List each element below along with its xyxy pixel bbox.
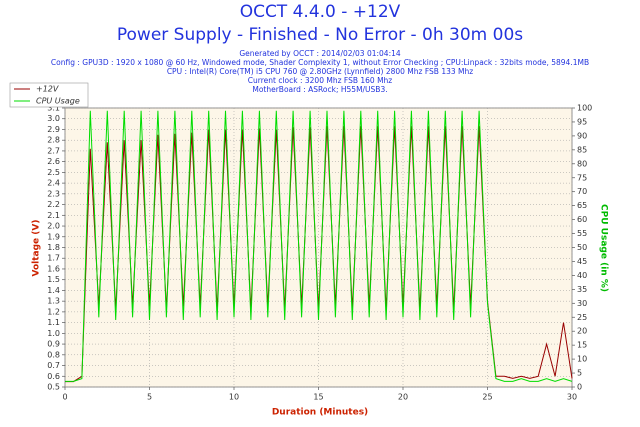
info-line: Current clock : 3200 Mhz FSB 160 Mhz xyxy=(248,76,393,85)
x-tick-label: 30 xyxy=(567,393,577,402)
info-line: Config : GPU3D : 1920 x 1080 @ 60 Hz, Wi… xyxy=(51,58,589,67)
legend-label: CPU Usage xyxy=(36,97,80,106)
y2-tick-label: 10 xyxy=(577,355,587,364)
y-tick-label: 1.0 xyxy=(47,329,60,338)
y2-tick-label: 40 xyxy=(577,271,587,280)
x-axis-label: Duration (Minutes) xyxy=(272,408,368,418)
info-line: MotherBoard : ASRock; H55M/USB3. xyxy=(252,85,387,94)
y-tick-label: 2.2 xyxy=(47,200,60,209)
x-tick-label: 15 xyxy=(313,393,323,402)
y2-tick-label: 55 xyxy=(577,229,587,238)
legend-label: +12V xyxy=(36,85,59,94)
y2-tick-label: 85 xyxy=(577,145,587,154)
y-tick-label: 0.5 xyxy=(47,383,60,392)
y-tick-label: 2.1 xyxy=(47,211,60,220)
y-tick-label: 0.9 xyxy=(47,340,60,349)
y-tick-label: 1.9 xyxy=(47,232,60,241)
y-tick-label: 0.6 xyxy=(47,372,60,381)
y2-tick-label: 0 xyxy=(577,383,582,392)
chart-subtitle: Power Supply - Finished - No Error - 0h … xyxy=(117,25,523,45)
y2-tick-label: 25 xyxy=(577,313,587,322)
series-line xyxy=(65,110,573,382)
y2-tick-label: 65 xyxy=(577,201,587,210)
info-line: CPU : Intel(R) Core(TM) i5 CPU 760 @ 2.8… xyxy=(167,67,473,76)
x-tick-label: 0 xyxy=(62,393,67,402)
chart-title: OCCT 4.4.0 - +12V xyxy=(240,2,401,22)
info-line: Generated by OCCT : 2014/02/03 01:04:14 xyxy=(239,49,401,58)
y2-tick-label: 35 xyxy=(577,285,587,294)
y-tick-label: 3.0 xyxy=(47,114,60,123)
y2-tick-label: 80 xyxy=(577,159,587,168)
y2-tick-label: 5 xyxy=(577,369,582,378)
y2-tick-label: 60 xyxy=(577,215,587,224)
y2-tick-label: 100 xyxy=(577,104,592,113)
y-tick-label: 2.9 xyxy=(47,125,60,134)
y2-axis-label: CPU Usage (in %) xyxy=(599,204,609,292)
x-tick-label: 20 xyxy=(398,393,408,402)
y-tick-label: 1.3 xyxy=(47,297,60,306)
y-tick-label: 1.5 xyxy=(47,275,60,284)
y-tick-label: 1.6 xyxy=(47,264,60,273)
y2-tick-label: 95 xyxy=(577,117,587,126)
y-tick-label: 2.0 xyxy=(47,222,60,231)
y-tick-label: 0.8 xyxy=(47,350,60,359)
y2-tick-label: 30 xyxy=(577,299,587,308)
y-tick-label: 2.3 xyxy=(47,189,60,198)
x-tick-label: 5 xyxy=(147,393,152,402)
y2-tick-label: 45 xyxy=(577,257,587,266)
y-axis-label: Voltage (V) xyxy=(32,220,42,277)
y-tick-label: 0.7 xyxy=(47,361,60,370)
y-tick-label: 1.7 xyxy=(47,254,60,263)
y-tick-label: 1.8 xyxy=(47,243,60,252)
y2-tick-label: 50 xyxy=(577,243,587,252)
y2-tick-label: 90 xyxy=(577,131,587,140)
y2-tick-label: 20 xyxy=(577,327,587,336)
y-tick-label: 2.7 xyxy=(47,146,60,155)
y-tick-label: 2.6 xyxy=(47,157,60,166)
y2-tick-label: 15 xyxy=(577,341,587,350)
y-tick-label: 1.2 xyxy=(47,307,60,316)
y-tick-label: 2.8 xyxy=(47,136,60,145)
y2-tick-label: 70 xyxy=(577,187,587,196)
y-tick-label: 1.1 xyxy=(47,318,60,327)
legend-box xyxy=(9,82,89,108)
y2-tick-label: 75 xyxy=(577,173,587,182)
y-tick-label: 1.4 xyxy=(47,286,60,295)
x-tick-label: 25 xyxy=(482,393,492,402)
y-tick-label: 3.1 xyxy=(47,104,60,113)
y-tick-label: 2.5 xyxy=(47,168,60,177)
y-tick-label: 2.4 xyxy=(47,179,60,188)
x-tick-label: 10 xyxy=(229,393,239,402)
